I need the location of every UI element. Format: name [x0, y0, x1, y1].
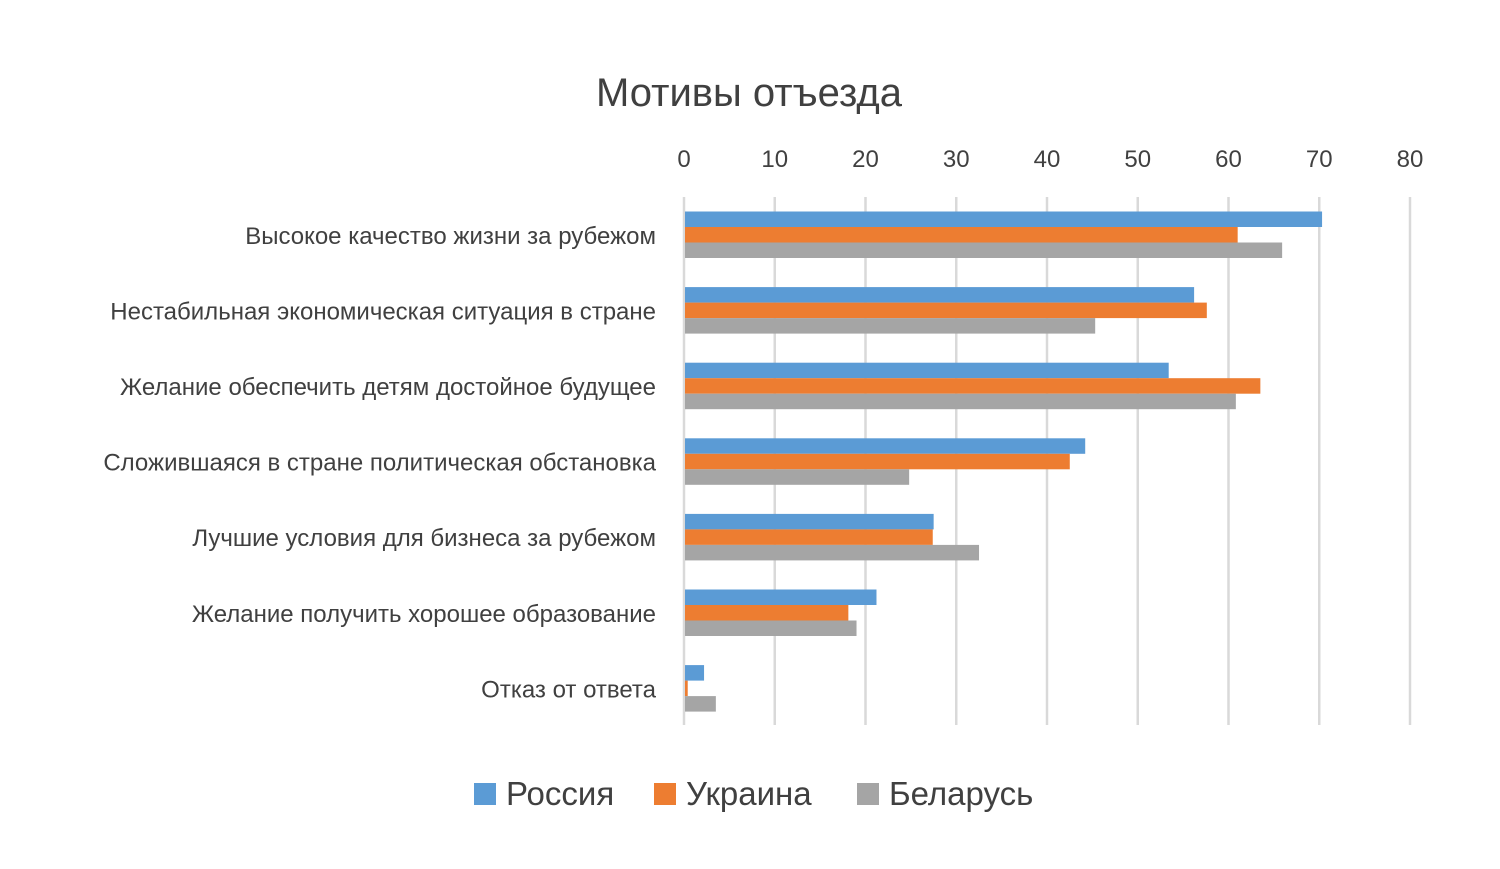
x-tick-label: 70	[1306, 146, 1333, 173]
bar-1-5	[685, 513, 934, 530]
category-label: Высокое качество жизни за рубежом	[245, 223, 656, 250]
category-label: Отказ от ответа	[481, 676, 656, 703]
category-label: Желание получить хорошее образование	[192, 601, 656, 628]
category-label: Нестабильная экономическая ситуация в ст…	[110, 298, 656, 325]
bar-3-4	[685, 469, 910, 485]
legend-label: Украина	[686, 775, 812, 812]
x-tick-label: 10	[761, 146, 788, 173]
bar-1-7	[685, 665, 705, 681]
x-axis-ticks: 0 10 20 30 40 50 60 70 80	[677, 146, 1423, 173]
bar-3-1	[685, 242, 1283, 258]
bar-1-6	[685, 589, 877, 605]
bars	[685, 211, 1323, 712]
category-label: Лучшие условия для бизнеса за рубежом	[192, 525, 656, 552]
legend: Россия Украина Беларусь	[474, 775, 1033, 812]
bar-2-5	[685, 529, 933, 545]
bar-3-5	[685, 544, 980, 561]
legend-swatch	[857, 783, 879, 805]
category-label: Сложившаяся в стране политическая обстан…	[103, 450, 656, 477]
bar-3-7	[685, 696, 716, 712]
bar-2-4	[685, 453, 1070, 470]
bar-2-3	[685, 378, 1261, 394]
x-tick-label: 20	[852, 146, 879, 173]
category-label: Желание обеспечить детям достойное будущ…	[120, 374, 656, 401]
category-labels: Высокое качество жизни за рубежом Нестаби…	[103, 223, 656, 704]
x-tick-label: 80	[1397, 146, 1424, 173]
legend-swatch	[654, 783, 676, 805]
bar-1-2	[685, 287, 1195, 303]
x-tick-label: 60	[1215, 146, 1242, 173]
bar-3-2	[685, 318, 1096, 334]
bar-1-3	[685, 362, 1169, 379]
legend-swatch	[474, 783, 496, 805]
bar-2-7	[685, 680, 688, 697]
x-tick-label: 40	[1034, 146, 1061, 173]
bar-3-3	[685, 393, 1236, 410]
x-tick-label: 0	[677, 146, 690, 173]
bar-2-6	[685, 605, 849, 621]
legend-label: Россия	[506, 775, 614, 812]
bar-1-4	[685, 438, 1086, 454]
legend-label: Беларусь	[889, 775, 1033, 812]
x-tick-label: 50	[1124, 146, 1151, 173]
bar-1-1	[685, 211, 1323, 227]
chart-title: Мотивы отъезда	[596, 71, 903, 115]
bar-2-2	[685, 302, 1207, 319]
bar-2-1	[685, 227, 1238, 243]
bar-3-6	[685, 620, 857, 636]
x-tick-label: 30	[943, 146, 970, 173]
